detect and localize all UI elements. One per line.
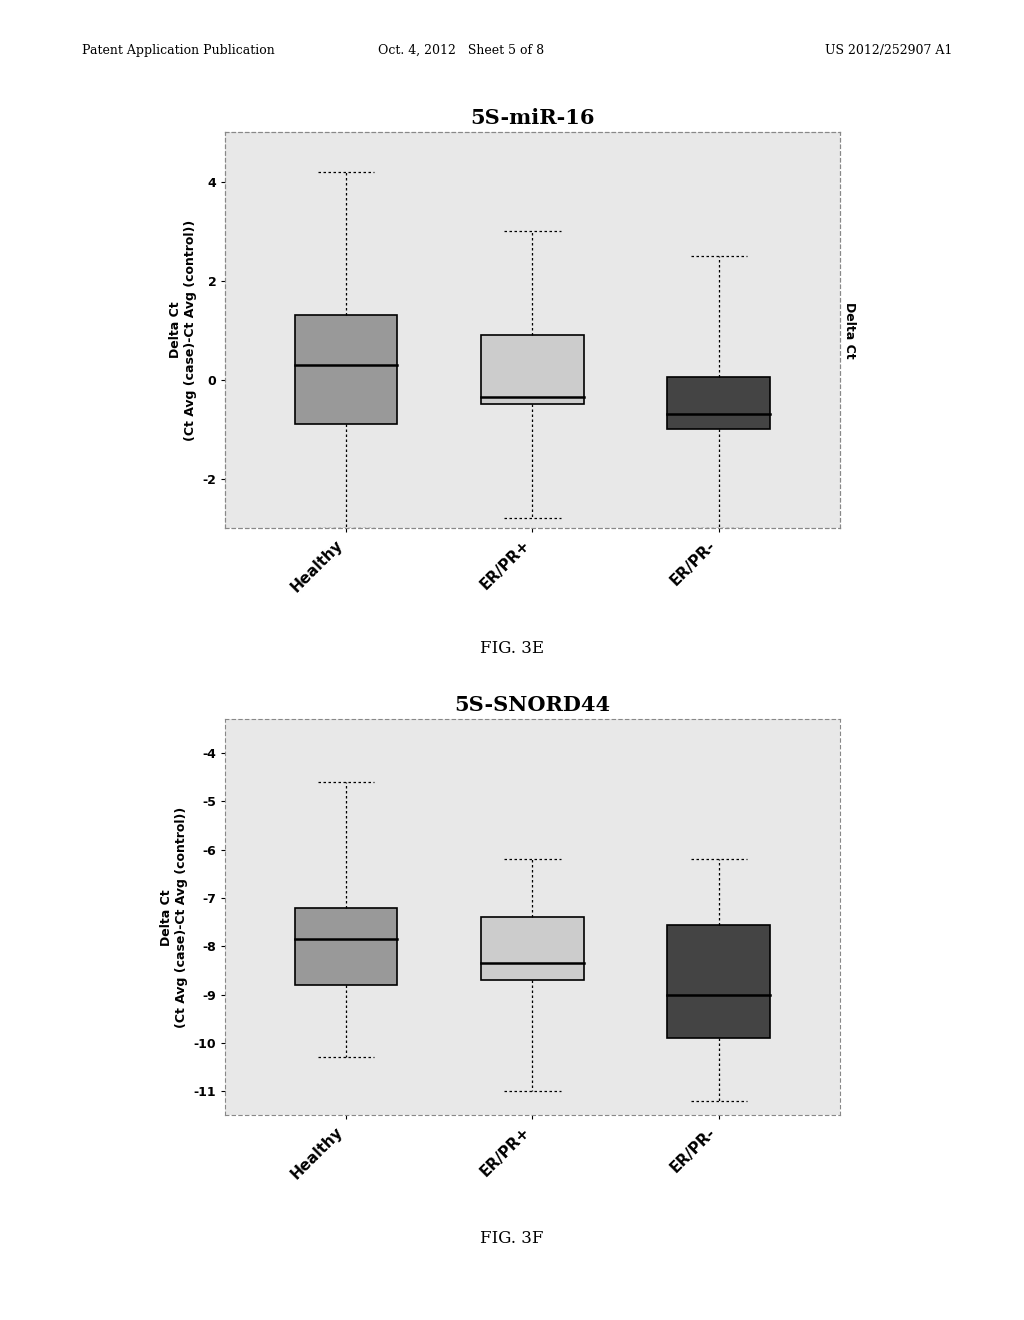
Text: Patent Application Publication: Patent Application Publication [82,44,274,57]
Bar [668,924,770,1038]
Bar [668,378,770,429]
Y-axis label: Delta Ct
(Ct Avg (case)-Ct Avg (control)): Delta Ct (Ct Avg (case)-Ct Avg (control)… [169,219,197,441]
Y-axis label: Delta Ct
(Ct Avg (case)-Ct Avg (control)): Delta Ct (Ct Avg (case)-Ct Avg (control)… [160,807,188,1028]
Bar [295,908,397,985]
Bar [295,315,397,424]
Text: FIG. 3E: FIG. 3E [480,640,544,657]
Title: 5S-miR-16: 5S-miR-16 [470,108,595,128]
Bar [481,335,584,404]
Bar [481,917,584,981]
Title: 5S-SNORD44: 5S-SNORD44 [455,696,610,715]
Text: Oct. 4, 2012   Sheet 5 of 8: Oct. 4, 2012 Sheet 5 of 8 [378,44,544,57]
Text: US 2012/252907 A1: US 2012/252907 A1 [825,44,952,57]
Y-axis label: Delta Ct: Delta Ct [844,302,856,358]
Text: FIG. 3F: FIG. 3F [480,1230,544,1247]
